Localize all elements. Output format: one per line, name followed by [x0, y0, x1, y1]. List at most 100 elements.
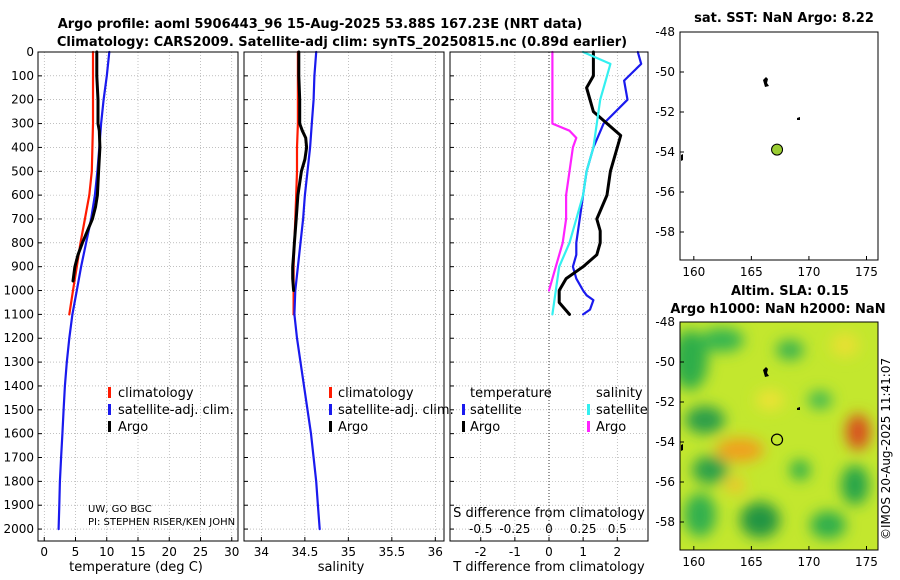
heatmap-blob — [725, 477, 745, 493]
sst-map-float-marker — [771, 143, 784, 156]
x-tick-label: 170 — [797, 555, 820, 569]
altimetry-title-line1: Altim. SLA: 0.15 — [731, 284, 849, 299]
legend-title-salinity: salinity — [596, 386, 643, 401]
y-tick-label: 600 — [11, 188, 34, 202]
legend-label-argo: Argo — [118, 420, 148, 435]
salinity-panel: 34 34.5 35 35.5 36 salinity climatology sate… — [243, 50, 454, 575]
x-tick-label: 170 — [797, 265, 820, 279]
temperature-lines — [57, 50, 111, 531]
legend-label-t-satellite: satellite — [470, 403, 522, 418]
legend-swatch-s-argo — [587, 421, 590, 432]
heatmap-blob — [692, 456, 728, 484]
legend-label-argo: Argo — [338, 420, 368, 435]
heatmap-blob — [776, 340, 804, 360]
sst-map-tick-labels: 160 165 170 175 -48 -50 -52 -54 -56 -58 — [655, 25, 878, 279]
y-tick-label: -50 — [655, 355, 675, 369]
heatmap-blob — [810, 511, 846, 539]
temperature-panel: 0100200300400500600700800900100011001200… — [3, 45, 239, 575]
x-tick-label: 34.5 — [292, 545, 319, 559]
sst-map-panel: sat. SST: NaN Argo: 8.22 160 165 170 175 -48… — [655, 11, 879, 279]
island — [763, 367, 769, 377]
x-tick-label: 36 — [428, 545, 443, 559]
x-tick-label: 25 — [193, 545, 208, 559]
temperature-axes-frame — [37, 51, 239, 542]
y-tick-label: 1300 — [3, 355, 34, 369]
island — [681, 444, 683, 451]
difference-tick-labels: -2 -1 0 1 2 — [450, 51, 621, 559]
island — [763, 77, 769, 87]
series-line-satellite-adj-clim — [293, 50, 321, 531]
y-tick-label: -52 — [655, 395, 675, 409]
y-tick-label: 1500 — [3, 403, 34, 417]
temperature-grid — [38, 51, 238, 541]
temperature-legend: climatology satellite-adj. clim. Argo — [108, 386, 234, 435]
legend-swatch-t-satellite — [462, 404, 465, 415]
temperature-tick-labels: 0100200300400500600700800900100011001200… — [3, 45, 239, 559]
heatmap-blob — [716, 438, 764, 462]
salinity-axes-frame — [243, 51, 445, 542]
salinity-tick-labels: 34 34.5 35 35.5 36 — [244, 51, 443, 559]
x-tick-label: 165 — [740, 265, 763, 279]
y-tick-label: -58 — [655, 225, 675, 239]
y-tick-label: 700 — [11, 212, 34, 226]
secondary-tick-label: 0 — [545, 522, 553, 536]
y-tick-label: 0 — [26, 45, 34, 59]
legend-label-climatology: climatology — [118, 386, 194, 401]
imos-credit: ©IMOS 20-Aug-2025 11:41:07 — [879, 358, 893, 540]
y-tick-label: -48 — [655, 315, 675, 329]
series-line-argo — [291, 50, 309, 292]
x-tick-label: 175 — [855, 265, 878, 279]
figure-title-line2: Climatology: CARS2009. Satellite-adj cli… — [57, 35, 627, 50]
y-tick-label: -54 — [655, 145, 675, 159]
x-tick-label: 0 — [40, 545, 48, 559]
y-tick-label: 300 — [11, 117, 34, 131]
legend-label-s-satellite: satellite — [596, 403, 648, 418]
difference-secondary-tick-labels: -0.5 -0.25 0 0.25 0.5 — [469, 522, 627, 536]
y-tick-label: 200 — [11, 93, 34, 107]
heatmap-blob — [841, 465, 869, 505]
series-line-argo — [71, 50, 102, 283]
legend-title-temperature: temperature — [470, 386, 552, 401]
difference-grid — [450, 51, 648, 541]
y-tick-label: -50 — [655, 65, 675, 79]
x-tick-label: 5 — [72, 545, 80, 559]
legend-swatch-argo — [329, 421, 332, 432]
altimetry-map-panel: Altim. SLA: 0.15 Argo h1000: NaN h2000: … — [655, 284, 885, 569]
y-tick-label: 1600 — [3, 427, 34, 441]
y-tick-label: -54 — [655, 435, 675, 449]
y-tick-label: 1400 — [3, 379, 34, 393]
heatmap-blob — [700, 328, 744, 352]
x-tick-label: 1 — [579, 545, 587, 559]
x-tick-label: 35 — [341, 545, 356, 559]
y-tick-label: 800 — [11, 236, 34, 250]
island — [797, 117, 800, 120]
y-tick-label: 500 — [11, 164, 34, 178]
difference-axes-frame — [449, 51, 649, 542]
heatmap-blob — [790, 460, 810, 480]
y-tick-label: 1100 — [3, 307, 34, 321]
x-tick-label: 165 — [740, 555, 763, 569]
heatmap-blob — [756, 390, 784, 410]
y-tick-label: 900 — [11, 260, 34, 274]
x-tick-label: 175 — [855, 555, 878, 569]
x-tick-label: 20 — [162, 545, 177, 559]
legend-swatch-t-argo — [462, 421, 465, 432]
secondary-tick-label: 0.5 — [608, 522, 627, 536]
y-tick-label: -48 — [655, 25, 675, 39]
heatmap-blob — [808, 391, 832, 409]
series-line-t-argo — [557, 50, 623, 316]
legend-swatch-s-satellite — [587, 404, 590, 415]
difference-lines — [547, 50, 643, 316]
altimetry-heatmap — [680, 322, 878, 550]
footnote-line1: UW, GO BGC — [88, 504, 152, 515]
island — [797, 407, 800, 410]
x-tick-label: 160 — [682, 555, 705, 569]
legend-label-climatology: climatology — [338, 386, 414, 401]
figure-title-line1: Argo profile: aoml 5906443_96 15-Aug-202… — [58, 17, 583, 32]
legend-label-satellite: satellite-adj. clim. — [338, 403, 454, 418]
x-tick-label: 30 — [224, 545, 239, 559]
salinity-grid — [244, 51, 444, 541]
heatmap-blob — [740, 502, 780, 538]
sst-map-islands — [681, 77, 800, 161]
